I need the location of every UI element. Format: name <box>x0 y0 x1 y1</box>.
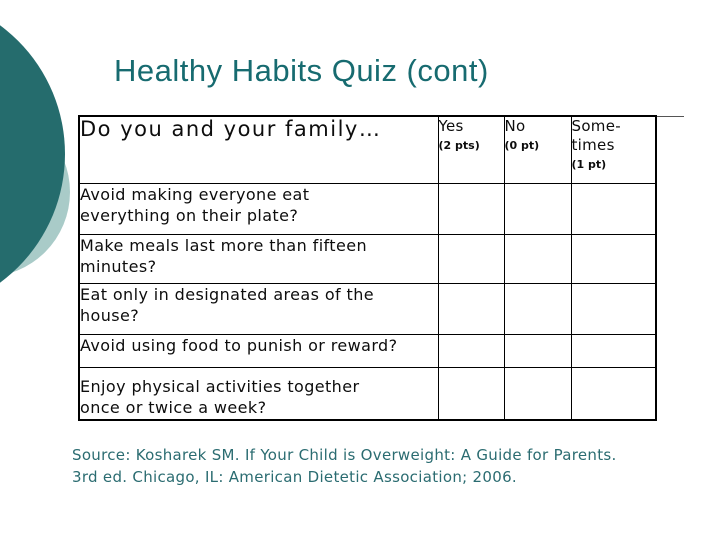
question-header-cell: Do you and your family… <box>78 115 439 184</box>
table-header-row: Do you and your family… Yes (2 pts) No (… <box>78 115 657 184</box>
table-row: Enjoy physical activities together once … <box>78 366 657 421</box>
dark-circle-decoration <box>0 0 65 314</box>
source-line-2: 3rd ed. Chicago, IL: American Dietetic A… <box>72 468 517 486</box>
answer-cell-sometimes <box>570 282 657 335</box>
answer-header-no: No (0 pt) <box>503 115 572 184</box>
yes-points: (2 pts) <box>438 139 480 152</box>
source-citation: Source: Kosharek SM. If Your Child is Ov… <box>72 444 682 488</box>
table-row: Avoid using food to punish or reward? <box>78 333 657 368</box>
answer-cell-no <box>503 366 572 421</box>
table-row: Make meals last more than fifteen minute… <box>78 233 657 284</box>
question-cell: Eat only in designated areas of the hous… <box>78 282 439 335</box>
sometimes-label: Some-times <box>571 117 621 154</box>
source-line-1: Source: Kosharek SM. If Your Child is Ov… <box>72 446 617 464</box>
sometimes-points: (1 pt) <box>571 158 607 171</box>
answer-cell-sometimes <box>570 333 657 368</box>
question-cell: Enjoy physical activities together once … <box>78 366 439 421</box>
answer-cell-no <box>503 333 572 368</box>
answer-cell-no <box>503 233 572 284</box>
page-title: Healthy Habits Quiz (cont) <box>114 53 489 88</box>
answer-cell-yes <box>437 282 505 335</box>
quiz-table: Do you and your family… Yes (2 pts) No (… <box>78 115 657 421</box>
yes-label: Yes <box>438 117 464 135</box>
answer-cell-yes <box>437 366 505 421</box>
answer-cell-sometimes <box>570 366 657 421</box>
answer-header-yes: Yes (2 pts) <box>437 115 505 184</box>
answer-cell-yes <box>437 333 505 368</box>
table-top-line <box>653 116 684 117</box>
answer-header-sometimes: Some-times (1 pt) <box>570 115 657 184</box>
question-cell: Make meals last more than fifteen minute… <box>78 233 439 284</box>
answer-cell-yes <box>437 182 505 235</box>
answer-cell-no <box>503 182 572 235</box>
question-cell: Avoid making everyone eat everything on … <box>78 182 439 235</box>
answer-cell-sometimes <box>570 182 657 235</box>
no-label: No <box>504 117 526 135</box>
table-row: Avoid making everyone eat everything on … <box>78 182 657 235</box>
table-row: Eat only in designated areas of the hous… <box>78 282 657 335</box>
answer-cell-yes <box>437 233 505 284</box>
no-points: (0 pt) <box>504 139 540 152</box>
answer-cell-no <box>503 282 572 335</box>
question-cell: Avoid using food to punish or reward? <box>78 333 439 368</box>
answer-cell-sometimes <box>570 233 657 284</box>
